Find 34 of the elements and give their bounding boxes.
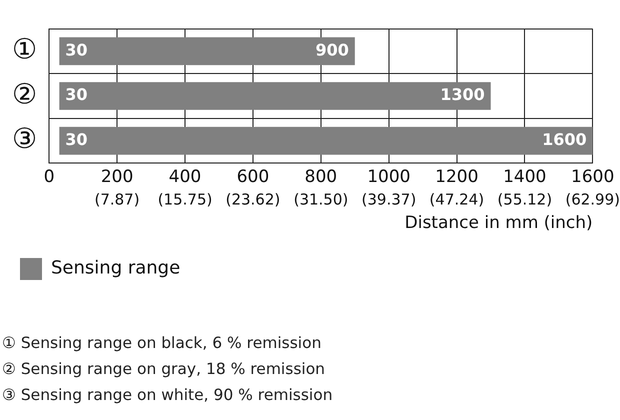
x2-tick-label: (7.87) bbox=[94, 190, 140, 208]
x2-tick-label: (15.75) bbox=[158, 190, 212, 208]
text: ③ Sensing range on white, 90 % remission bbox=[2, 385, 334, 406]
x-axis-title: Distance in mm (inch) bbox=[404, 213, 593, 234]
annotation: 900 bbox=[315, 40, 349, 60]
text: ② Sensing range on gray, 18 % remission bbox=[2, 359, 326, 380]
x-tick-label: 600 bbox=[236, 166, 270, 187]
x2-tick-label: (39.37) bbox=[362, 190, 416, 208]
annotation: 1600 bbox=[542, 130, 587, 149]
legend-label: Sensing range bbox=[51, 258, 180, 279]
x2-tick-label: (55.12) bbox=[497, 190, 552, 208]
y-tick-label: ① bbox=[12, 32, 38, 66]
x2-tick-label: (31.50) bbox=[294, 190, 348, 208]
y-tick-label: ② bbox=[12, 77, 38, 110]
annotation: 30 bbox=[65, 130, 88, 149]
bar bbox=[59, 126, 593, 155]
x2-tick-label: (23.62) bbox=[226, 190, 280, 208]
x-tick-label: 1400 bbox=[503, 166, 546, 187]
x-tick-label: 400 bbox=[168, 166, 202, 187]
bar bbox=[59, 37, 355, 66]
annotation: 30 bbox=[65, 40, 88, 60]
x-tick-label: 200 bbox=[100, 166, 134, 187]
annotation: 30 bbox=[65, 85, 88, 104]
y-tick-label: ③ bbox=[12, 122, 38, 156]
x-tick-label: 1600 bbox=[571, 166, 614, 187]
x2-tick-label: (47.24) bbox=[429, 190, 484, 208]
x-tick-label: 800 bbox=[304, 166, 338, 187]
annotation: 1300 bbox=[440, 85, 485, 104]
x2-tick-label: (62.99) bbox=[565, 190, 620, 208]
x-tick-label: 1200 bbox=[435, 166, 478, 187]
text: ① Sensing range on black, 6 % remission bbox=[2, 333, 322, 354]
x-tick-label: 1000 bbox=[367, 166, 410, 187]
x-tick-label: 0 bbox=[44, 166, 55, 187]
bar bbox=[59, 82, 491, 110]
